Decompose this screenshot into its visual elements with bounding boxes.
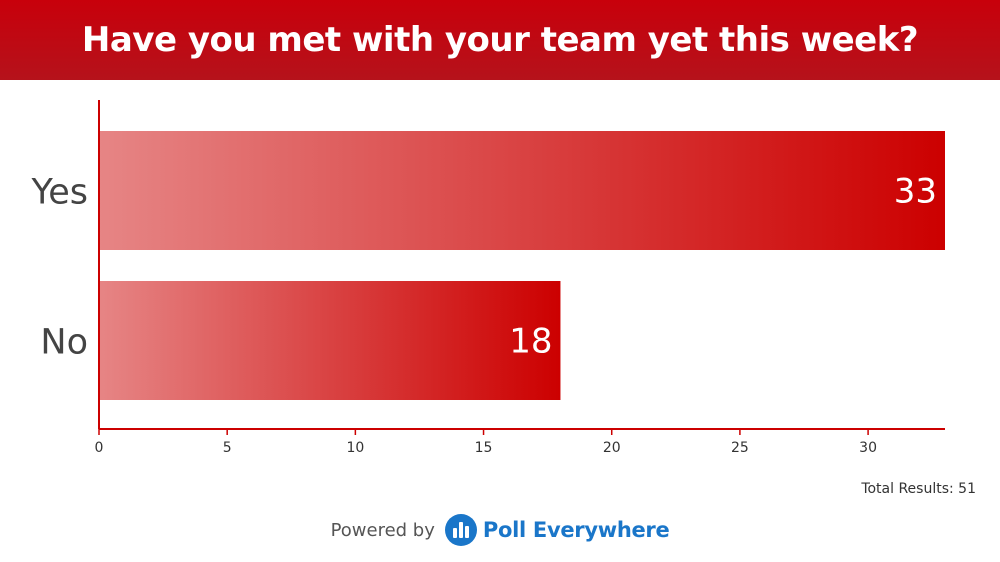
x-tick-label-15: 15	[475, 440, 493, 456]
bar-no	[99, 281, 561, 400]
header-bar: Have you met with your team yet this wee…	[0, 0, 1000, 80]
poll-everywhere-logo[interactable]: Poll Everywhere	[444, 514, 670, 546]
x-tick-label-30: 30	[859, 440, 877, 456]
x-tick-label-0: 0	[95, 440, 104, 456]
total-results: Total Results: 51	[861, 481, 976, 497]
bar-chart: 33 Yes 18 No 0 5 10 15 20 25 30	[31, 100, 945, 456]
powered-by-footer: Powered by Poll Everywhere	[0, 514, 1000, 546]
powered-by-label: Powered by	[330, 519, 435, 541]
x-tick-label-10: 10	[346, 440, 364, 456]
x-tick-label-25: 25	[731, 440, 749, 456]
category-label-yes: Yes	[31, 173, 89, 213]
bar-value-no: 18	[509, 322, 552, 362]
bar-yes	[99, 131, 945, 250]
poll-everywhere-logo-icon	[444, 514, 477, 546]
category-label-no: No	[40, 323, 88, 363]
x-tick-label-20: 20	[603, 440, 621, 456]
brand-name: Poll Everywhere	[482, 518, 670, 542]
poll-question-title: Have you met with your team yet this wee…	[81, 20, 919, 60]
x-tick-label-5: 5	[223, 440, 232, 456]
bar-value-yes: 33	[894, 172, 937, 212]
